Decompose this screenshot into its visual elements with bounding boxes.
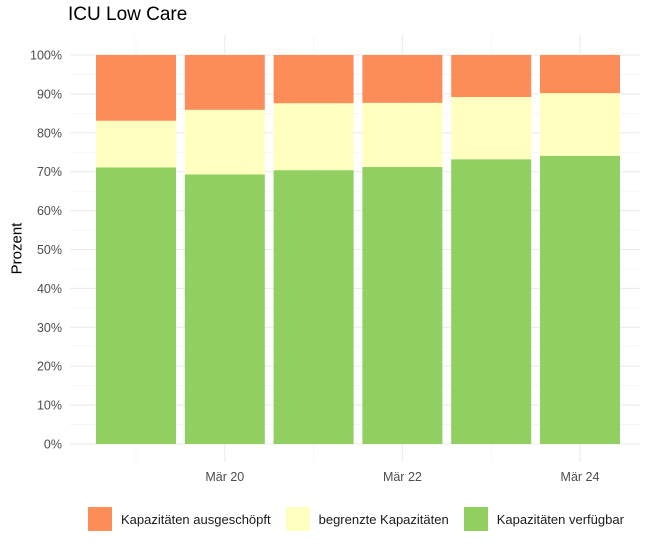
y-axis-label: Prozent: [8, 222, 26, 275]
bar-segment: [540, 55, 620, 94]
y-tick-label: 40%: [37, 282, 62, 296]
y-tick-label: 60%: [37, 204, 62, 218]
bar-segment: [184, 174, 265, 444]
legend-label: Kapazitäten verfügbar: [496, 511, 624, 527]
legend-item-verfuegbar: Kapazitäten verfügbar: [463, 507, 624, 531]
y-tick-label: 10%: [37, 399, 62, 413]
legend-swatch-begrenzt: [285, 507, 310, 531]
x-tick-label: Mär 24: [561, 470, 600, 484]
bar-segment: [540, 93, 620, 156]
y-tick-label: 20%: [37, 360, 62, 374]
bar-segment: [540, 155, 620, 444]
y-tick-label: 0%: [44, 438, 62, 452]
bar-segment: [362, 102, 443, 168]
bar-segment: [451, 97, 532, 160]
bar-segment: [273, 170, 354, 445]
bar-segment: [96, 167, 176, 444]
y-tick-label: 70%: [37, 165, 62, 179]
y-tick-label: 30%: [37, 321, 62, 335]
y-tick-label: 50%: [37, 243, 62, 257]
bar-segment: [362, 167, 443, 445]
bar-segment: [184, 55, 265, 110]
x-tick-label: Mär 22: [383, 470, 422, 484]
bar-segment: [184, 109, 265, 175]
legend: Kapazitäten ausgeschöpft begrenzte Kapaz…: [88, 507, 639, 531]
legend-swatch-verfuegbar: [463, 507, 488, 531]
bar-segment: [451, 55, 532, 98]
legend-item-ausgeschoepft: Kapazitäten ausgeschöpft: [88, 507, 271, 531]
legend-swatch-ausgeschoepft: [88, 507, 112, 531]
bar-segment: [96, 120, 176, 168]
x-tick-label: Mär 20: [205, 470, 244, 484]
bar-segment: [451, 159, 532, 444]
chart-title: ICU Low Care: [68, 4, 188, 25]
y-tick-label: 80%: [37, 126, 62, 140]
bar-segment: [362, 55, 443, 103]
bar-segment: [273, 103, 354, 171]
legend-label: begrenzte Kapazitäten: [318, 511, 449, 527]
y-tick-label: 100%: [30, 49, 62, 63]
bar-segment: [96, 55, 176, 121]
legend-label: Kapazitäten ausgeschöpft: [121, 511, 271, 527]
y-tick-label: 90%: [37, 87, 62, 101]
bar-segment: [273, 55, 354, 104]
legend-item-begrenzt: begrenzte Kapazitäten: [285, 507, 449, 531]
